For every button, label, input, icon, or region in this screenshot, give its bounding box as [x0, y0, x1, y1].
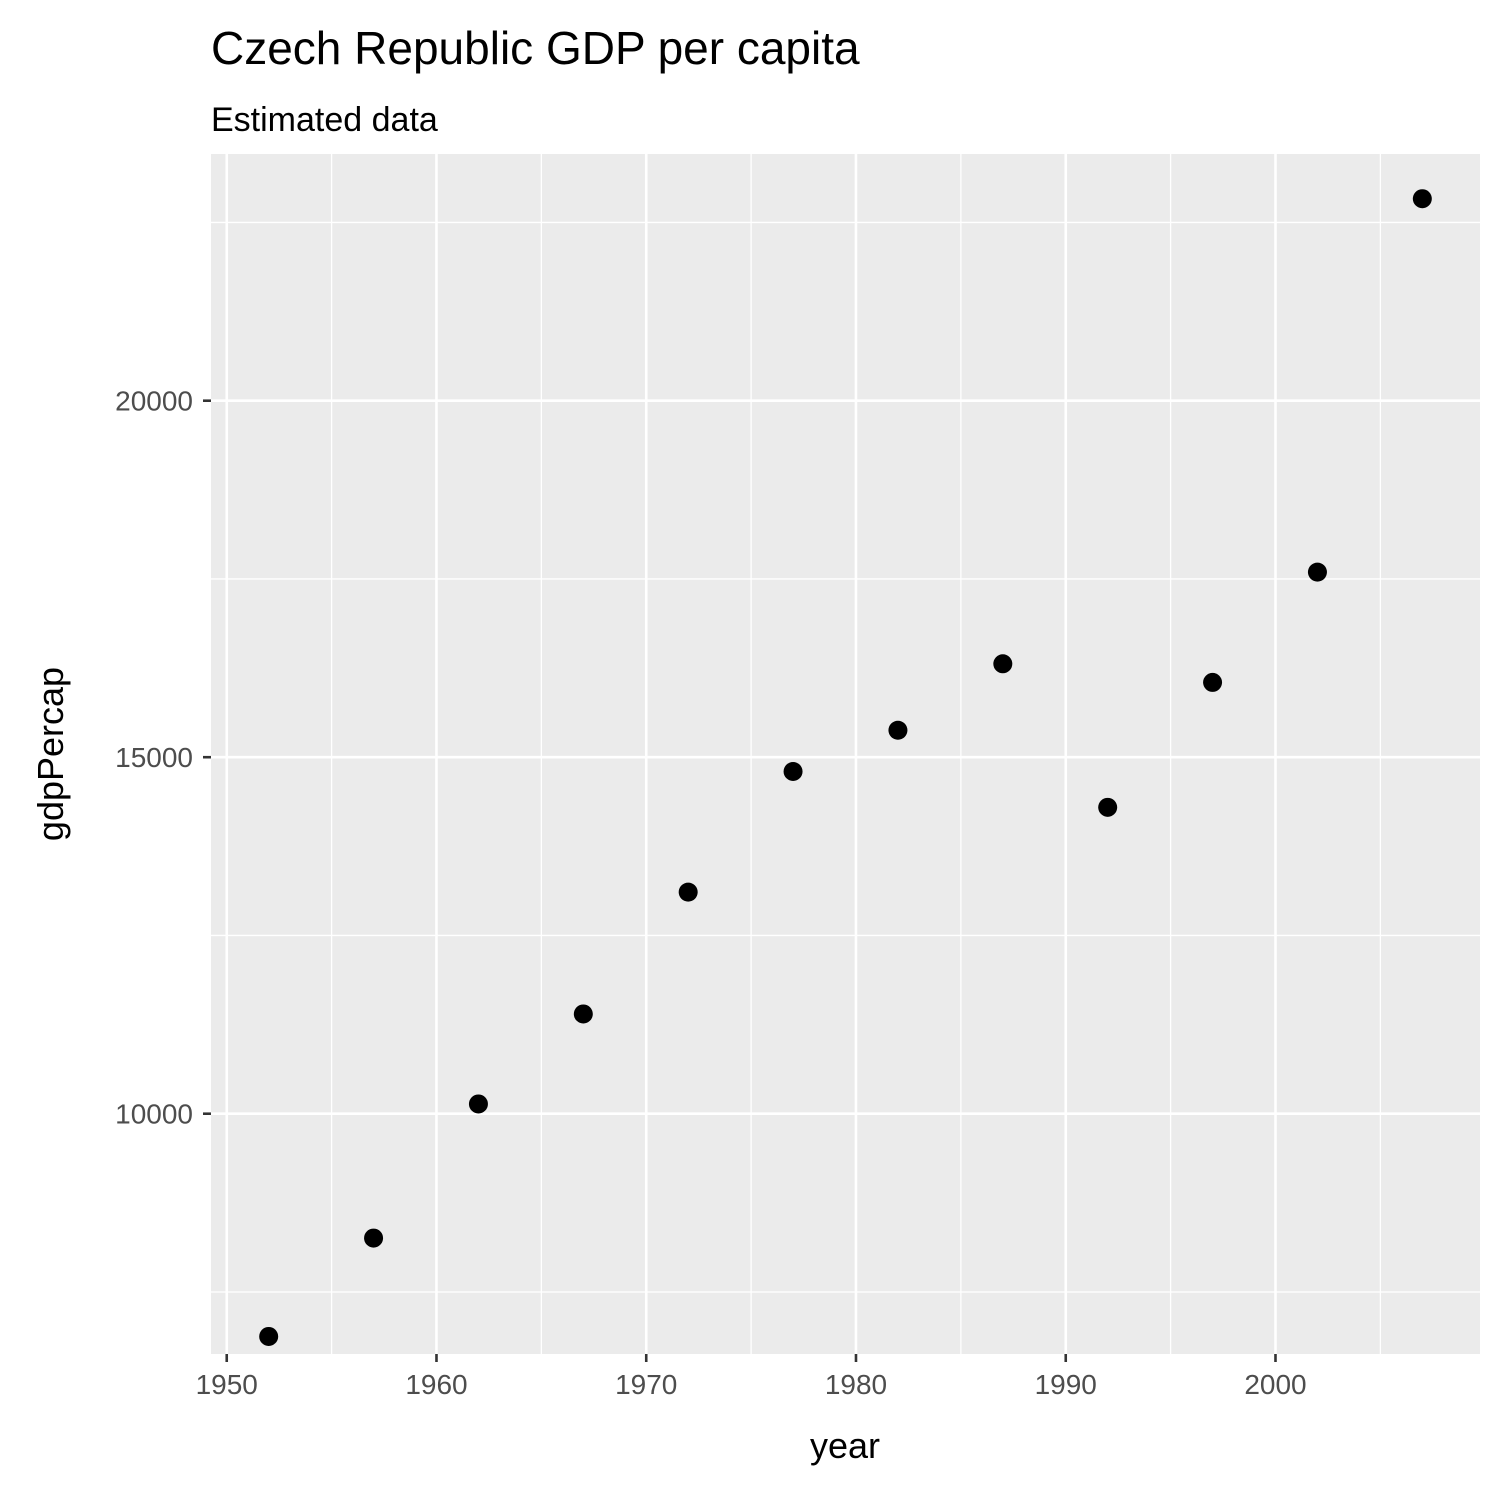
data-point — [888, 720, 908, 740]
data-point — [1098, 797, 1118, 817]
x-axis-title: year — [810, 1425, 880, 1466]
y-tick-label: 10000 — [115, 1099, 193, 1130]
y-tick-label: 20000 — [115, 386, 193, 417]
data-point — [573, 1004, 593, 1024]
data-point — [259, 1326, 279, 1346]
data-point — [1412, 189, 1432, 209]
data-point — [364, 1228, 384, 1248]
data-point — [678, 882, 698, 902]
x-tick-label: 1970 — [615, 1369, 677, 1400]
plot-panel — [211, 154, 1480, 1354]
y-tick-label: 15000 — [115, 742, 193, 773]
x-tick-label: 2000 — [1244, 1369, 1306, 1400]
x-tick-label: 1960 — [405, 1369, 467, 1400]
data-point — [468, 1094, 488, 1114]
chart-subtitle: Estimated data — [211, 101, 438, 139]
data-point — [993, 654, 1013, 674]
y-axis-title: gdpPercap — [30, 667, 71, 841]
data-point — [783, 761, 803, 781]
x-tick-label: 1980 — [825, 1369, 887, 1400]
grid-lines — [211, 154, 1480, 1354]
data-points — [259, 189, 1432, 1346]
data-point — [1307, 562, 1327, 582]
x-tick-label: 1990 — [1035, 1369, 1097, 1400]
x-tick-label: 1950 — [196, 1369, 258, 1400]
data-point — [1203, 672, 1223, 692]
axes: 1950 1960 1970 1980 1990 2000 10000 15000 20000 — [115, 386, 1307, 1400]
chart-title: Czech Republic GDP per capita — [211, 22, 860, 74]
